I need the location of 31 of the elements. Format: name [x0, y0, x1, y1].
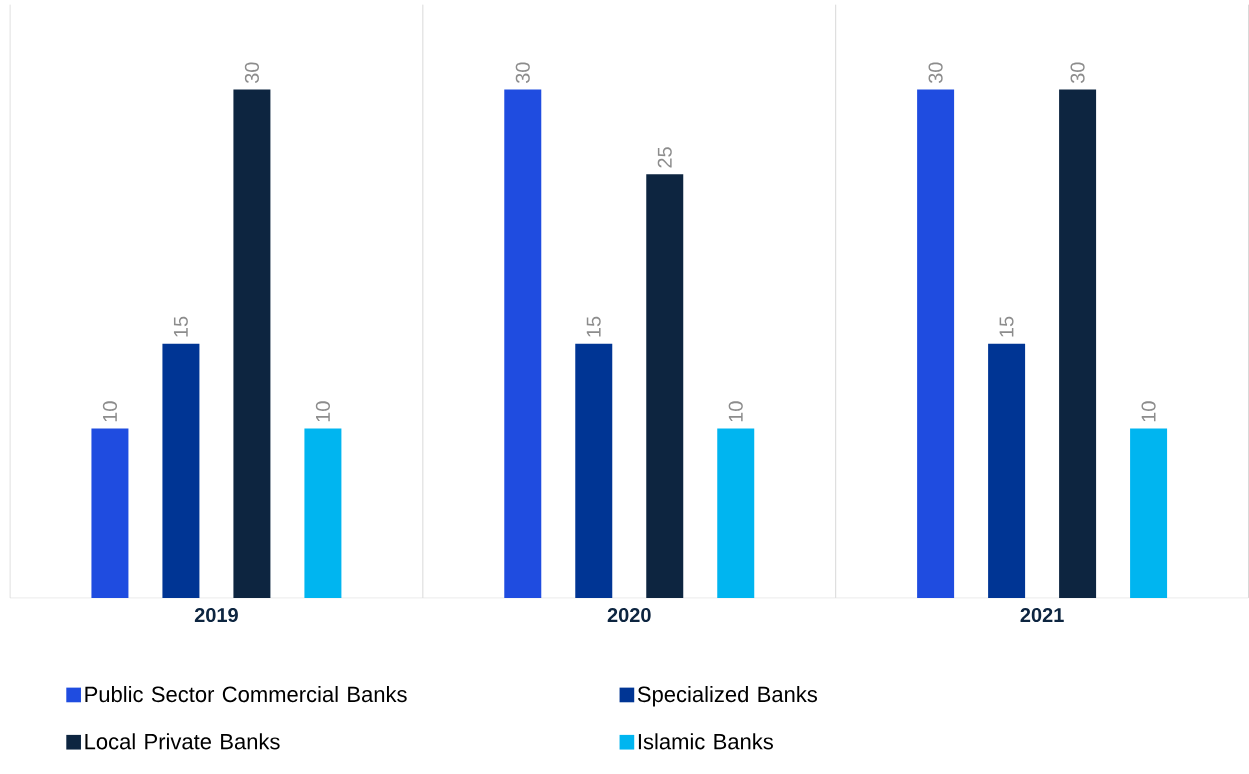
legend-label: Specialized Banks — [637, 686, 818, 707]
bar — [304, 428, 342, 598]
data-label: 30 — [928, 62, 943, 84]
bar — [162, 343, 200, 598]
bar — [233, 89, 271, 598]
data-label: 10 — [102, 401, 118, 422]
data-label: 30 — [1070, 62, 1085, 84]
data-label: 30 — [515, 62, 530, 84]
data-label: 30 — [244, 62, 259, 84]
bar — [988, 343, 1026, 598]
bar — [917, 89, 955, 598]
bar — [646, 174, 684, 598]
bar — [504, 89, 542, 598]
bar — [91, 428, 129, 598]
data-label: 10 — [315, 401, 330, 422]
data-label: 15 — [173, 316, 188, 337]
data-label: 10 — [1141, 401, 1156, 422]
x-tick-label: 2021 — [1020, 608, 1064, 623]
bar — [575, 343, 613, 598]
data-label: 15 — [999, 316, 1014, 337]
bar — [1059, 89, 1097, 598]
bar — [717, 428, 755, 598]
legend-label: Local Private Banks — [85, 733, 280, 750]
legend-label: Islamic Banks — [638, 733, 773, 750]
x-tick-label: 2020 — [607, 608, 651, 623]
data-label: 15 — [586, 316, 601, 337]
data-label: 25 — [657, 147, 672, 168]
bar — [1130, 428, 1168, 598]
legend-label: Public Sector Commercial Banks — [85, 686, 407, 703]
x-tick-label: 2019 — [194, 608, 238, 623]
data-label: 10 — [728, 401, 743, 422]
